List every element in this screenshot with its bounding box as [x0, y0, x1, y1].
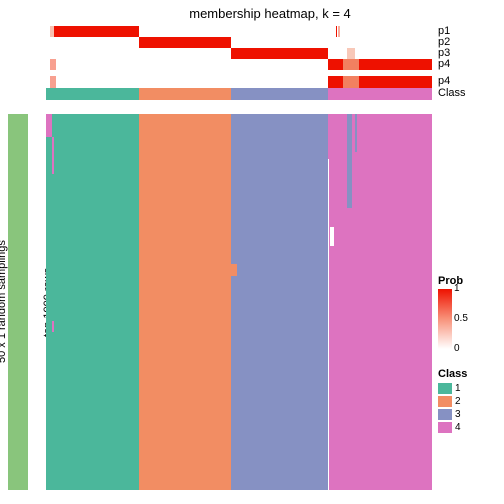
heatmap-overlay — [52, 321, 54, 332]
anno-label-p4-repeat: p4 — [438, 75, 450, 87]
class-legend-item: 2 — [438, 395, 467, 408]
prob-streak — [328, 76, 343, 88]
anno-row-p2 — [46, 37, 432, 48]
anno-row-p1 — [46, 26, 432, 37]
heatmap-column — [328, 114, 432, 490]
legend-label: 4 — [455, 421, 461, 434]
prob-streak — [343, 76, 358, 88]
prob-streak — [343, 59, 358, 70]
class-block — [328, 88, 432, 100]
heatmap-overlay — [330, 227, 334, 246]
prob-colorbar — [438, 289, 452, 349]
prob-streak — [50, 59, 56, 70]
prob-legend: Prob 10.50 — [438, 275, 463, 349]
heatmap-column — [231, 114, 328, 490]
prob-streak — [54, 26, 139, 37]
heatmap-overlay — [52, 137, 54, 175]
heatmap-column — [139, 114, 232, 490]
legend-swatch — [438, 396, 452, 407]
legend-swatch — [438, 383, 452, 394]
legend-label: 3 — [455, 408, 461, 421]
class-legend-item: 3 — [438, 408, 467, 421]
prob-tick: 1 — [454, 283, 460, 294]
prob-streak — [231, 48, 328, 59]
prob-streak — [347, 48, 355, 59]
prob-streak — [359, 76, 432, 88]
sampling-bar — [8, 114, 28, 490]
anno-row-p3 — [46, 48, 432, 59]
anno-row-class — [46, 88, 432, 100]
sampling-label: 50 x 1 random samplings — [0, 114, 8, 490]
legend-label: 1 — [455, 382, 461, 395]
prob-streak — [338, 26, 340, 37]
class-legend-title: Class — [438, 368, 467, 380]
anno-label-class: Class — [438, 87, 466, 99]
class-block — [46, 88, 139, 100]
class-legend-item: 1 — [438, 382, 467, 395]
prob-streak — [359, 59, 432, 70]
heatmap-overlay — [231, 264, 236, 275]
legend-swatch — [438, 422, 452, 433]
prob-streak — [50, 76, 56, 88]
prob-streak — [336, 26, 338, 37]
legend-label: 2 — [455, 395, 461, 408]
anno-row-p4-repeat — [46, 76, 432, 88]
heatmap-overlay — [347, 114, 352, 208]
prob-streak — [328, 59, 343, 70]
class-block — [139, 88, 232, 100]
class-legend: Class 1234 — [438, 368, 467, 434]
heatmap-overlay — [355, 114, 357, 152]
chart-title: membership heatmap, k = 4 — [120, 6, 420, 21]
prob-tick: 0 — [454, 343, 460, 354]
prob-tick: 0.5 — [454, 313, 468, 324]
class-legend-item: 4 — [438, 421, 467, 434]
legend-swatch — [438, 409, 452, 420]
class-block — [231, 88, 328, 100]
heatmap-overlay — [328, 159, 329, 490]
anno-label-p4: p4 — [438, 58, 450, 70]
heatmap-overlay — [46, 114, 52, 137]
anno-row-p4 — [46, 59, 432, 70]
heatmap-column — [46, 114, 139, 490]
prob-streak — [139, 37, 232, 48]
heatmap-body — [46, 114, 432, 490]
